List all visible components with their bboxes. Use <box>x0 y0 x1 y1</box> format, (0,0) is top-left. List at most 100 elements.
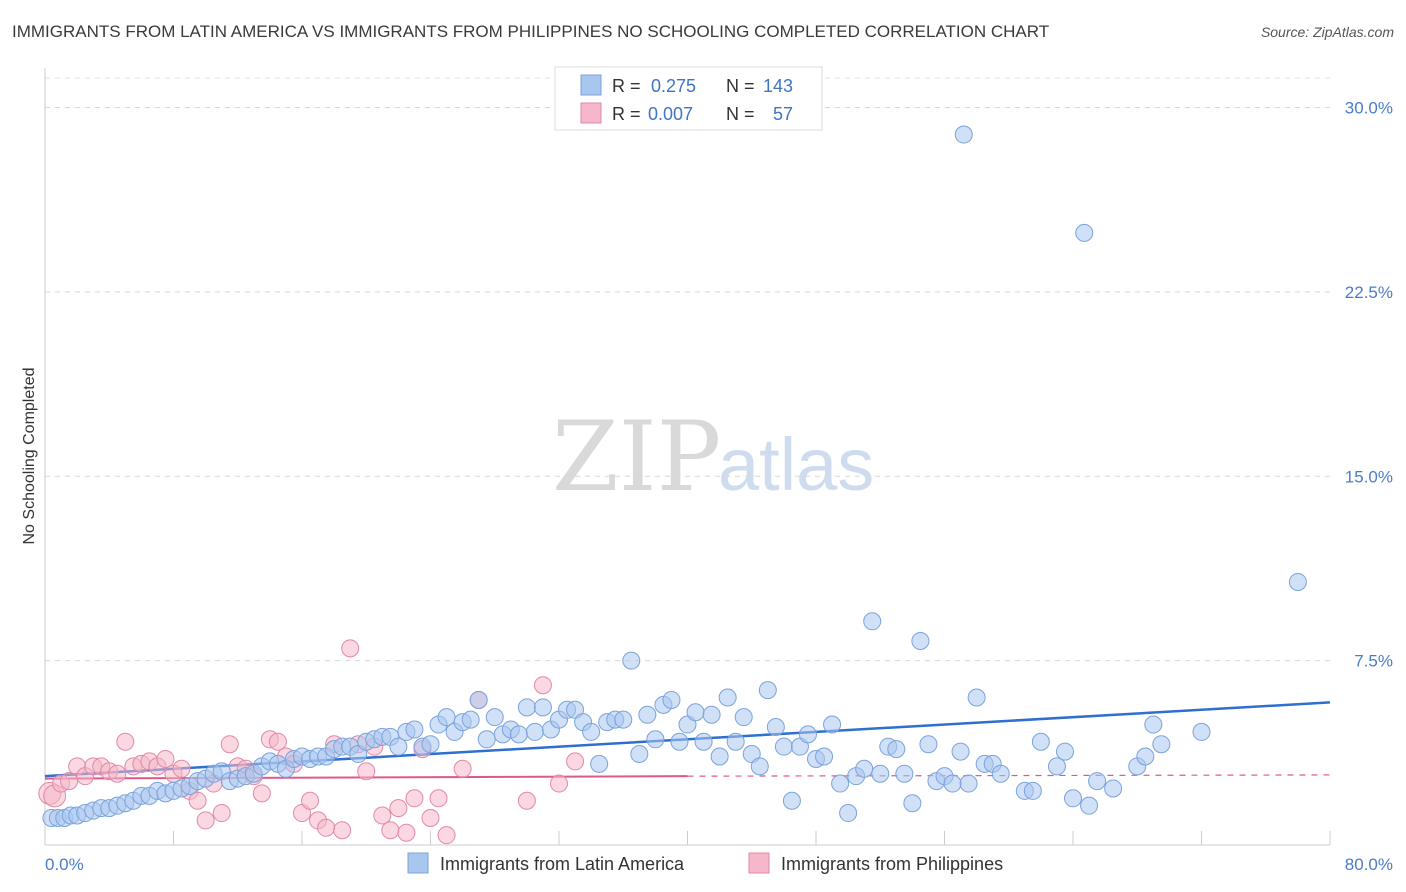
point-latin-america <box>1144 715 1163 734</box>
y-tick-label: 7.5% <box>1354 652 1393 671</box>
point-latin-america <box>525 722 544 741</box>
point-latin-america <box>887 740 906 759</box>
watermark-zip: ZIP <box>552 401 721 513</box>
point-latin-america <box>1080 796 1099 815</box>
point-latin-america <box>1104 779 1123 798</box>
y-tick-label: 15.0% <box>1345 467 1393 486</box>
point-latin-america <box>1075 223 1094 242</box>
point-latin-america <box>638 705 657 724</box>
point-philippines <box>357 762 376 781</box>
point-latin-america <box>1136 747 1155 766</box>
point-latin-america <box>726 732 745 751</box>
point-latin-america <box>831 774 850 793</box>
point-latin-america <box>782 791 801 810</box>
point-philippines <box>429 789 448 808</box>
point-latin-america <box>630 745 649 764</box>
point-latin-america <box>863 612 882 631</box>
point-philippines <box>317 818 336 837</box>
watermark-atlas: atlas <box>718 423 874 506</box>
axes <box>44 68 1331 846</box>
point-philippines <box>333 821 352 840</box>
point-philippines <box>453 759 472 778</box>
point-latin-america <box>702 705 721 724</box>
stats-n-value: 57 <box>773 104 793 124</box>
point-philippines <box>405 789 424 808</box>
point-latin-america <box>533 698 552 717</box>
point-latin-america <box>622 651 641 670</box>
x-tick-label: 80.0% <box>1345 855 1393 874</box>
point-philippines <box>188 791 207 810</box>
series-legend: Immigrants from Latin America Immigrants… <box>407 852 1003 874</box>
point-latin-america <box>919 735 938 754</box>
stats-legend: R = 0.275 N = 143 R = 0.007 N = 57 <box>554 66 823 131</box>
stats-r-value: 0.275 <box>651 76 696 96</box>
point-latin-america <box>517 698 536 717</box>
source-credit: Source: ZipAtlas.com <box>1260 24 1394 40</box>
point-latin-america <box>1047 757 1066 776</box>
point-latin-america <box>766 718 785 736</box>
point-latin-america <box>991 764 1010 783</box>
point-latin-america <box>911 631 930 650</box>
point-philippines <box>381 821 400 840</box>
point-latin-america <box>686 703 705 722</box>
chart-title: IMMIGRANTS FROM LATIN AMERICA VS IMMIGRA… <box>12 22 1050 41</box>
point-philippines <box>220 735 239 754</box>
point-latin-america <box>1055 742 1074 761</box>
point-philippines <box>172 759 191 778</box>
point-latin-america <box>389 737 408 756</box>
point-latin-america <box>967 688 986 707</box>
point-latin-america <box>758 681 777 700</box>
point-latin-america <box>421 735 440 754</box>
stats-n-label: N = <box>726 104 755 124</box>
point-latin-america <box>895 764 914 783</box>
point-latin-america <box>469 690 488 709</box>
point-latin-america <box>590 754 609 773</box>
point-philippines <box>566 752 585 771</box>
legend-swatch-latin-america <box>407 852 429 874</box>
point-philippines <box>421 808 440 827</box>
point-latin-america <box>823 715 842 734</box>
point-latin-america <box>1288 572 1307 591</box>
point-philippines <box>341 639 360 658</box>
point-latin-america <box>485 708 504 727</box>
point-philippines <box>517 791 536 810</box>
point-latin-america <box>839 804 858 823</box>
point-philippines <box>533 676 552 695</box>
point-latin-america <box>750 757 769 776</box>
point-latin-america <box>405 720 424 739</box>
legend-swatch-philippines <box>748 852 770 874</box>
point-latin-america <box>1023 781 1042 800</box>
data-points <box>38 125 1307 845</box>
point-latin-america <box>670 732 689 751</box>
gridlines <box>45 77 1330 662</box>
point-philippines <box>437 826 456 845</box>
point-philippines <box>373 806 392 825</box>
point-latin-america <box>815 747 834 766</box>
point-latin-america <box>959 774 978 793</box>
point-latin-america <box>662 690 681 709</box>
point-philippines <box>252 784 271 803</box>
point-latin-america <box>855 759 874 778</box>
point-latin-america <box>1064 789 1082 808</box>
legend-label-philippines: Immigrants from Philippines <box>781 854 1003 874</box>
legend-label-latin-america: Immigrants from Latin America <box>440 854 685 874</box>
y-tick-label: 30.0% <box>1345 99 1393 118</box>
point-latin-america <box>461 710 480 729</box>
stats-swatch-latin-america <box>580 74 602 96</box>
point-latin-america <box>774 737 793 756</box>
point-philippines <box>60 772 79 791</box>
point-latin-america <box>1088 772 1107 791</box>
point-latin-america <box>734 708 753 727</box>
point-latin-america <box>871 764 890 783</box>
point-latin-america <box>718 688 737 707</box>
y-axis-title: No Schooling Completed <box>21 368 38 545</box>
point-latin-america <box>951 742 970 761</box>
x-tick-label: 0.0% <box>45 855 84 874</box>
stats-r-label: R = <box>612 104 641 124</box>
point-latin-america <box>710 747 729 766</box>
y-tick-label: 22.5% <box>1345 283 1393 302</box>
point-philippines <box>389 799 408 818</box>
point-philippines <box>397 823 416 842</box>
point-latin-america <box>1152 735 1171 754</box>
